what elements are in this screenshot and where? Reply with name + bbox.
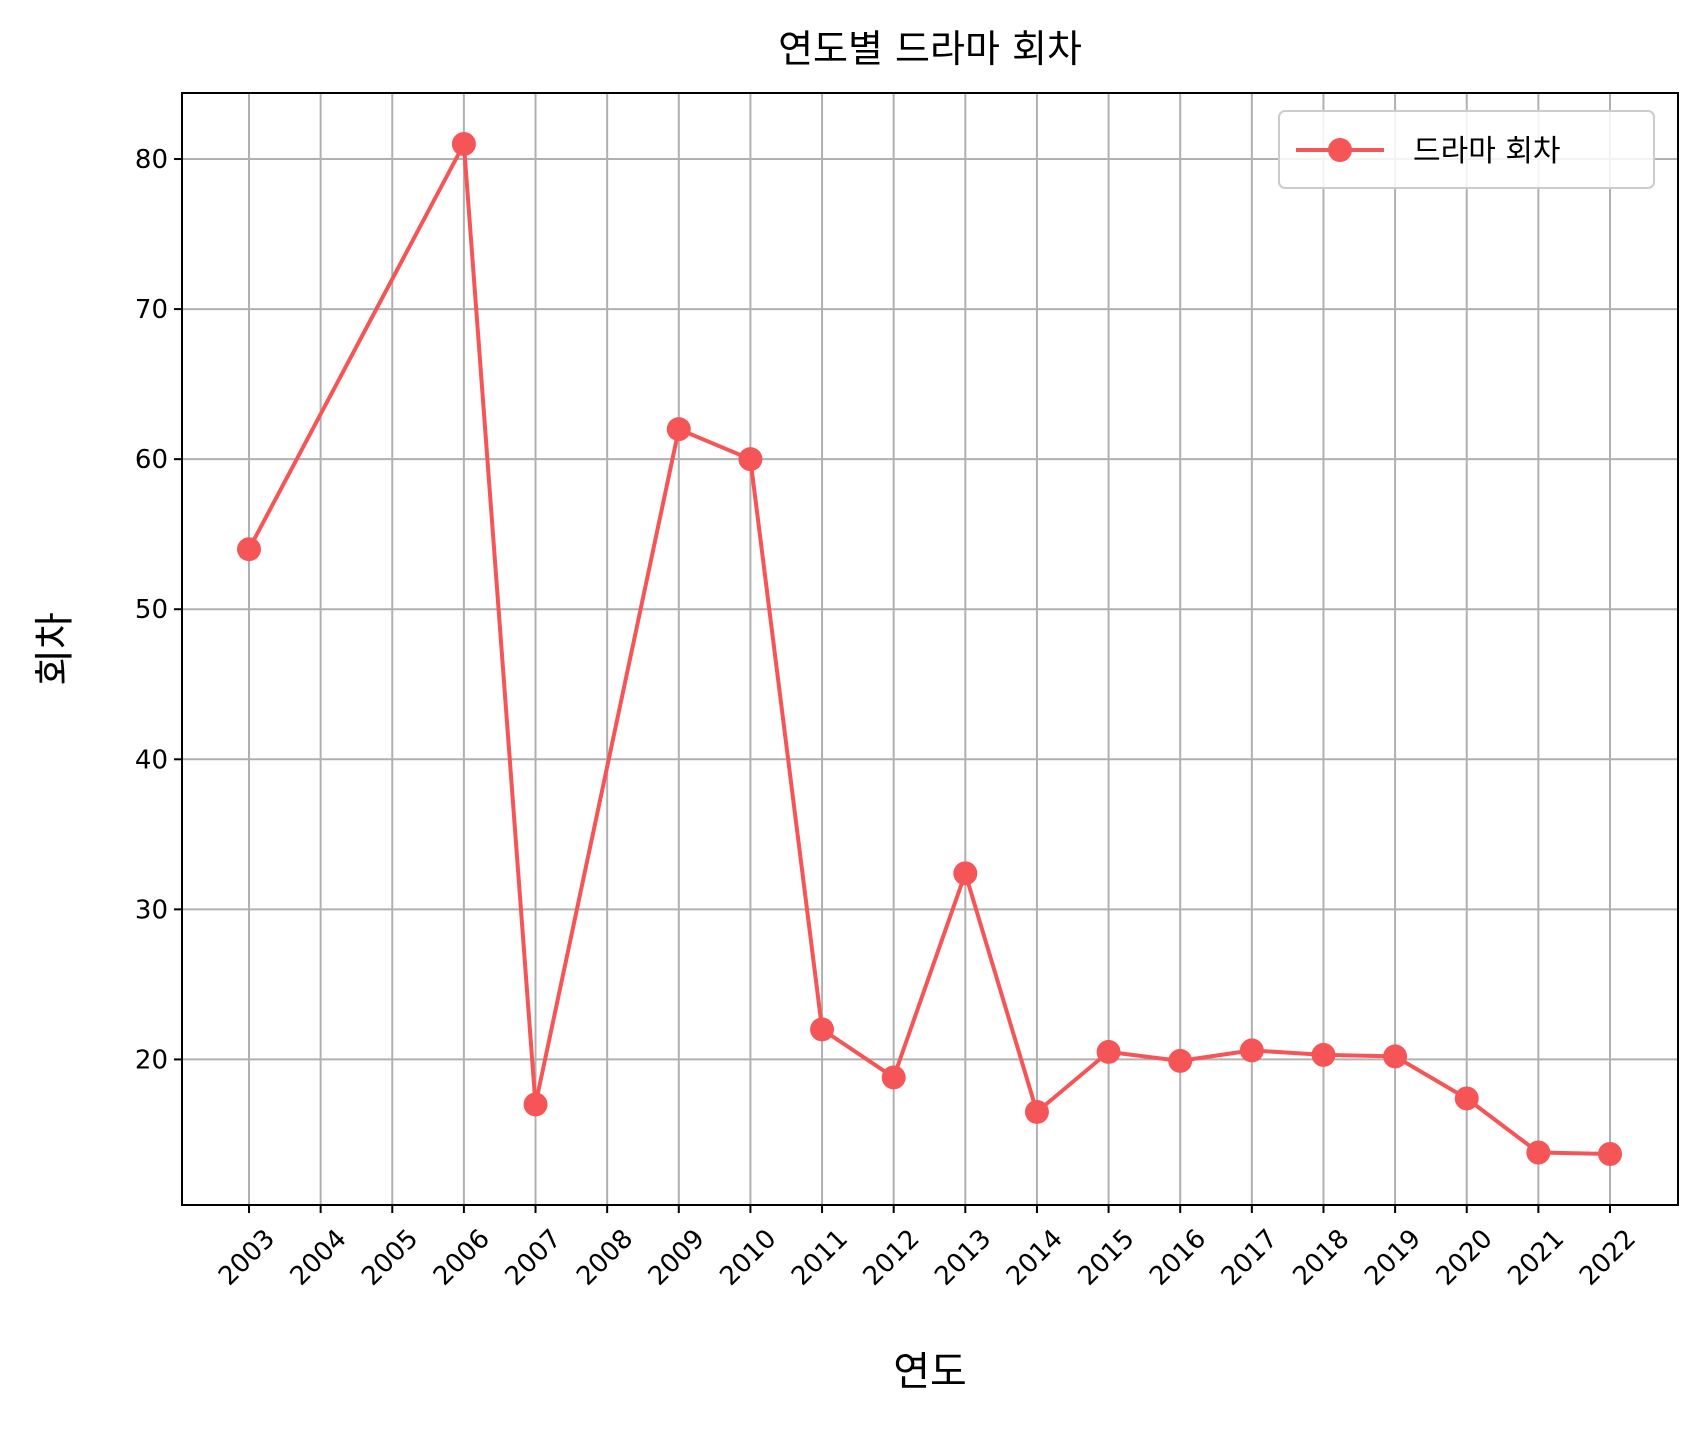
y-tick-label: 70 <box>135 295 168 325</box>
chart-title: 연도별 드라마 회차 <box>778 27 1082 71</box>
grid <box>182 93 1678 1205</box>
legend-box <box>1278 110 1655 189</box>
data-point <box>237 537 261 562</box>
data-point <box>1239 1038 1264 1063</box>
y-tick-label: 50 <box>135 595 168 625</box>
data-point <box>1526 1140 1551 1165</box>
data-point <box>738 447 763 472</box>
data-point <box>953 861 978 886</box>
plot-area-frame <box>181 92 1679 1206</box>
data-point <box>1168 1048 1193 1073</box>
data-point <box>1024 1099 1049 1124</box>
data-point <box>1311 1042 1336 1067</box>
data-point <box>1096 1039 1121 1064</box>
data-point <box>523 1092 548 1117</box>
y-tick-label: 20 <box>135 1045 168 1075</box>
y-tick-label: 30 <box>135 895 168 925</box>
y-tick-label: 40 <box>135 745 168 775</box>
data-point <box>1383 1044 1408 1069</box>
data-point <box>881 1065 906 1090</box>
y-tick-label: 60 <box>135 445 168 475</box>
data-point <box>1598 1141 1622 1166</box>
data-point <box>666 417 691 442</box>
legend-label: 드라마 회차 <box>1413 134 1561 169</box>
x-axis-label: 연도 <box>893 1349 967 1395</box>
data-point <box>810 1017 835 1042</box>
series-layer <box>237 132 1622 1166</box>
legend: 드라마 회차 <box>1278 110 1655 189</box>
data-point <box>1454 1086 1479 1111</box>
legend-marker-swatch <box>1328 138 1352 162</box>
y-axis: 20 30 40 50 60 70 80 <box>135 145 182 1075</box>
y-tick-label: 80 <box>135 145 168 175</box>
data-point <box>451 132 476 157</box>
y-axis-label: 회차 <box>32 612 78 686</box>
